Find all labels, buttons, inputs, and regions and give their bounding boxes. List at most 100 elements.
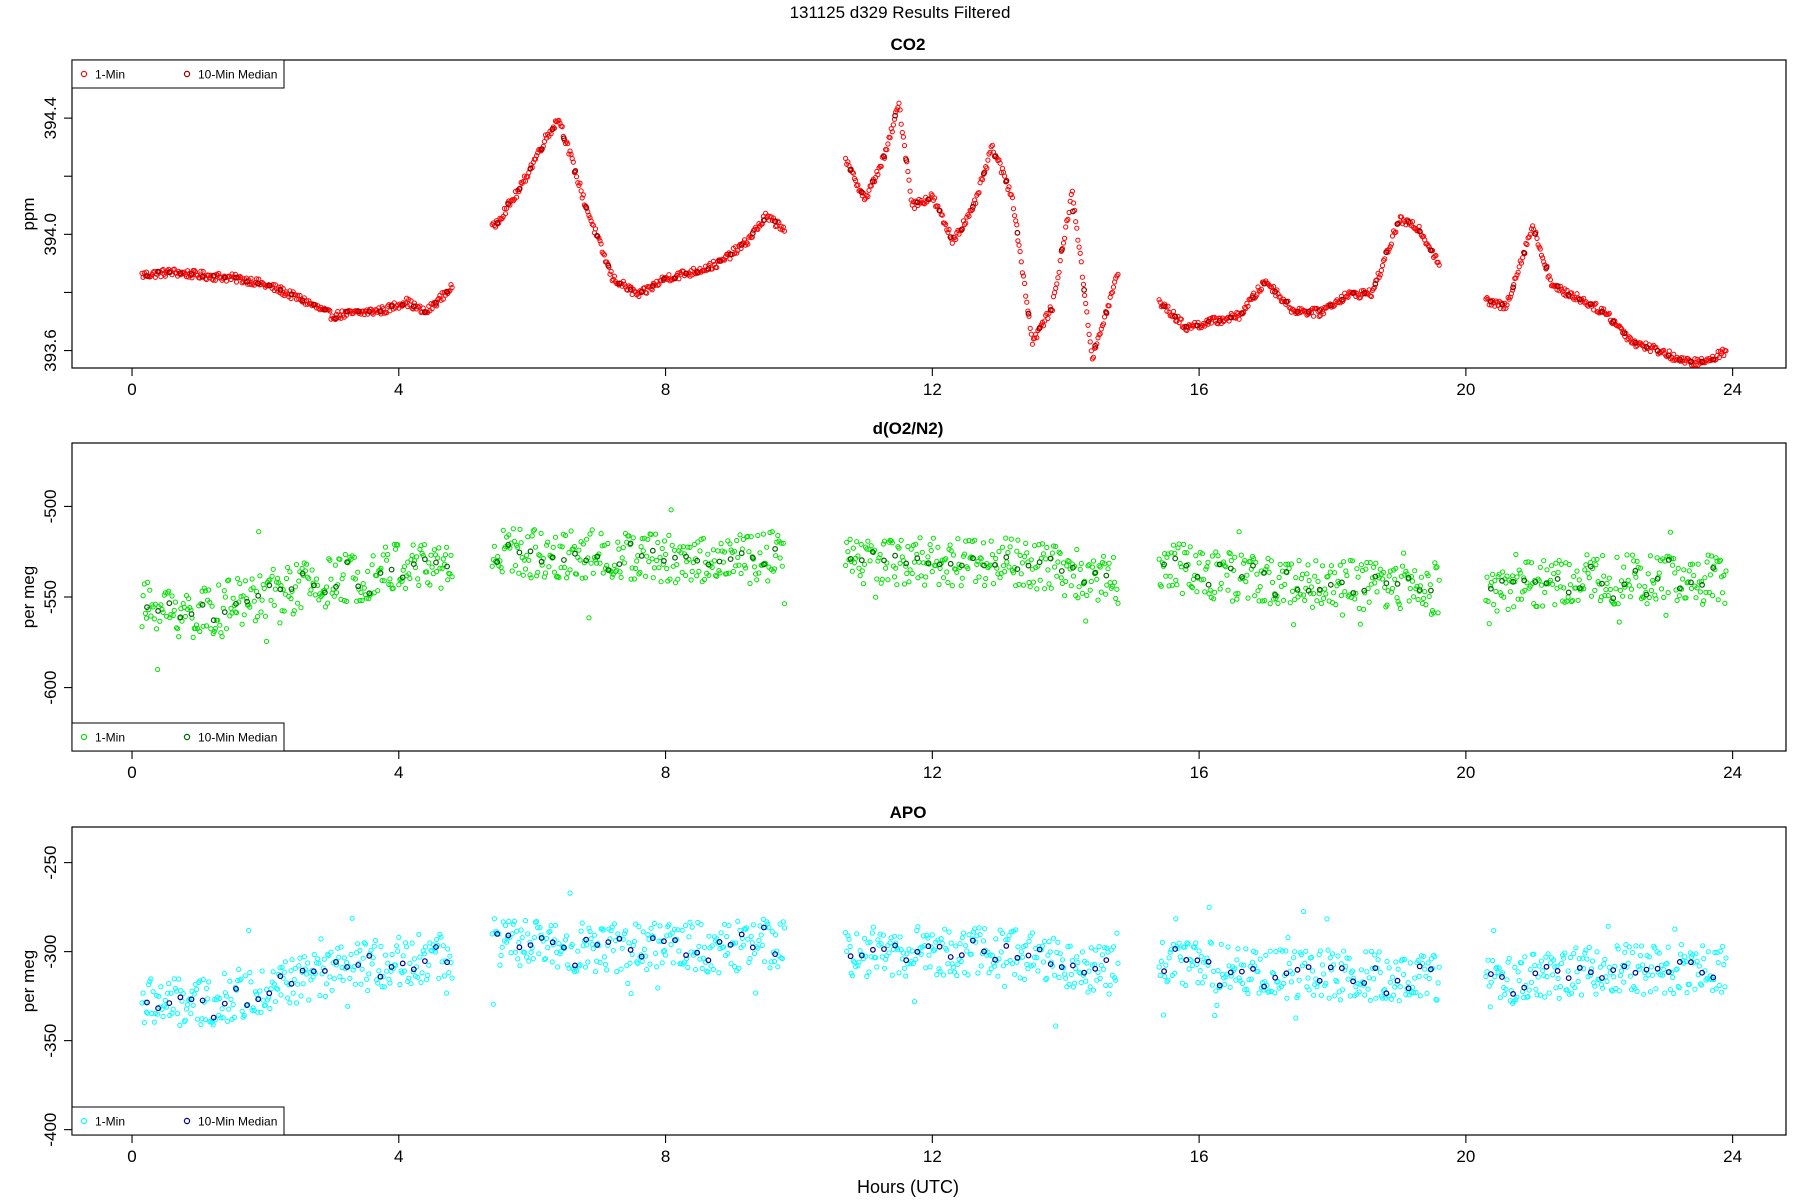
o2n2-point-1min [616,546,622,552]
apo-point-1min [394,943,400,949]
o2n2-point-1min [1247,558,1253,565]
o2n2-point-1min [881,538,888,544]
apo-point-1min [348,951,354,958]
apo-point-1min [1661,966,1667,973]
co2-point-1min [297,292,303,299]
apo-point-1min [687,919,693,925]
o2n2-point-1min [974,561,980,568]
apo-point-1min [1186,966,1192,972]
apo-point-1min [588,936,594,942]
o2n2-point-median [1621,581,1628,588]
apo-point-median [266,990,273,997]
apo-point-1min [1332,993,1338,999]
apo-point-1min [1671,990,1677,997]
co2-point-1min [1682,360,1688,366]
apo-point-1min [1567,954,1574,961]
o2n2-point-1min [1020,582,1027,588]
apo-point-1min [1547,960,1554,966]
o2n2-point-1min [312,592,318,598]
co2-point-1min [1044,310,1050,316]
o2n2-point-1min [436,545,442,551]
o2n2-point-1min [395,542,401,548]
o2n2-point-1min [1617,587,1624,594]
apo-point-1min [929,932,935,938]
apo-point-1min [733,940,739,946]
apo-point-1min [297,955,303,961]
o2n2-point-1min [663,551,669,558]
co2-point-1min [1088,348,1094,354]
o2n2-point-1min [545,539,551,545]
o2n2-point-1min [249,576,255,582]
apo-point-1min [491,916,497,922]
apo-point-1min [306,997,312,1003]
o2n2-point-1min [954,569,960,575]
apo-point-1min [317,993,323,999]
o2n2-point-1min [1672,570,1678,576]
o2n2-point-1min [726,570,732,576]
apo-point-1min [1677,951,1684,957]
apo-point-1min [518,927,524,933]
o2n2-point-1min [694,573,700,579]
apo-point-1min [926,952,932,958]
o2n2-point-1min [1628,586,1635,592]
o2n2-point-1min [855,553,861,559]
o2n2-point-1min [522,566,529,572]
o2n2-point-1min [860,581,867,587]
apo-point-1min [145,1010,151,1016]
o2n2-point-1min [243,596,250,602]
o2n2-point-1min [1594,556,1600,562]
apo-point-median [1676,959,1683,965]
apo-point-1min [316,960,322,966]
apo-point-1min [1160,1012,1167,1018]
apo-point-1min [1407,960,1413,966]
o2n2-point-1min [292,584,298,590]
o2n2-point-1min [1217,586,1223,592]
co2-point-1min [1393,229,1399,235]
apo-point-1min [1008,929,1014,935]
apo-point-1min [653,950,659,957]
co2-point-1min [721,257,728,263]
o2n2-point-1min [685,544,691,550]
o2n2-point-1min [1523,559,1529,565]
o2n2-point-1min [770,568,777,574]
apo-point-1min [1368,948,1375,955]
apo-point-1min [1426,975,1432,982]
o2n2-point-1min [1347,557,1353,563]
apo-point-1min [449,975,455,981]
apo-point-1min [1366,975,1372,981]
co2-panel-title: CO2 [891,35,926,54]
apo-point-1min [1175,945,1181,951]
o2n2-point-1min [1017,552,1023,559]
apo-point-1min [639,958,645,965]
o2n2-point-1min [1583,562,1589,568]
o2n2-point-1min [1356,605,1362,612]
o2n2-point-1min [1201,576,1207,583]
apo-point-1min [728,961,734,967]
apo-point-1min [947,969,953,975]
o2n2-point-median [1654,575,1661,582]
apo-point-1min [771,958,778,965]
o2n2-point-1min [1631,558,1637,564]
o2n2-point-1min [588,560,594,566]
o2n2-point-1min [445,577,451,583]
apo-point-1min [1275,978,1281,985]
apo-point-1min [587,928,593,935]
apo-point-median [727,941,734,948]
apo-point-1min [502,922,509,929]
co2-point-median [1316,307,1323,314]
o2n2-point-1min [963,538,969,544]
apo-point-1min [1698,982,1705,988]
apo-point-1min [239,1008,245,1014]
o2n2-ytick-label: -550 [41,580,60,614]
o2n2-point-1min [1566,561,1572,568]
apo-point-1min [644,967,650,973]
co2-point-1min [865,193,871,200]
apo-point-1min [1391,992,1397,998]
apo-point-1min [1616,988,1622,994]
apo-point-1min [848,970,854,976]
apo-point-median [705,957,712,964]
apo-point-median [638,953,645,960]
apo-point-1min [1209,982,1216,988]
apo-point-1min [915,924,921,930]
apo-point-1min [374,977,380,983]
